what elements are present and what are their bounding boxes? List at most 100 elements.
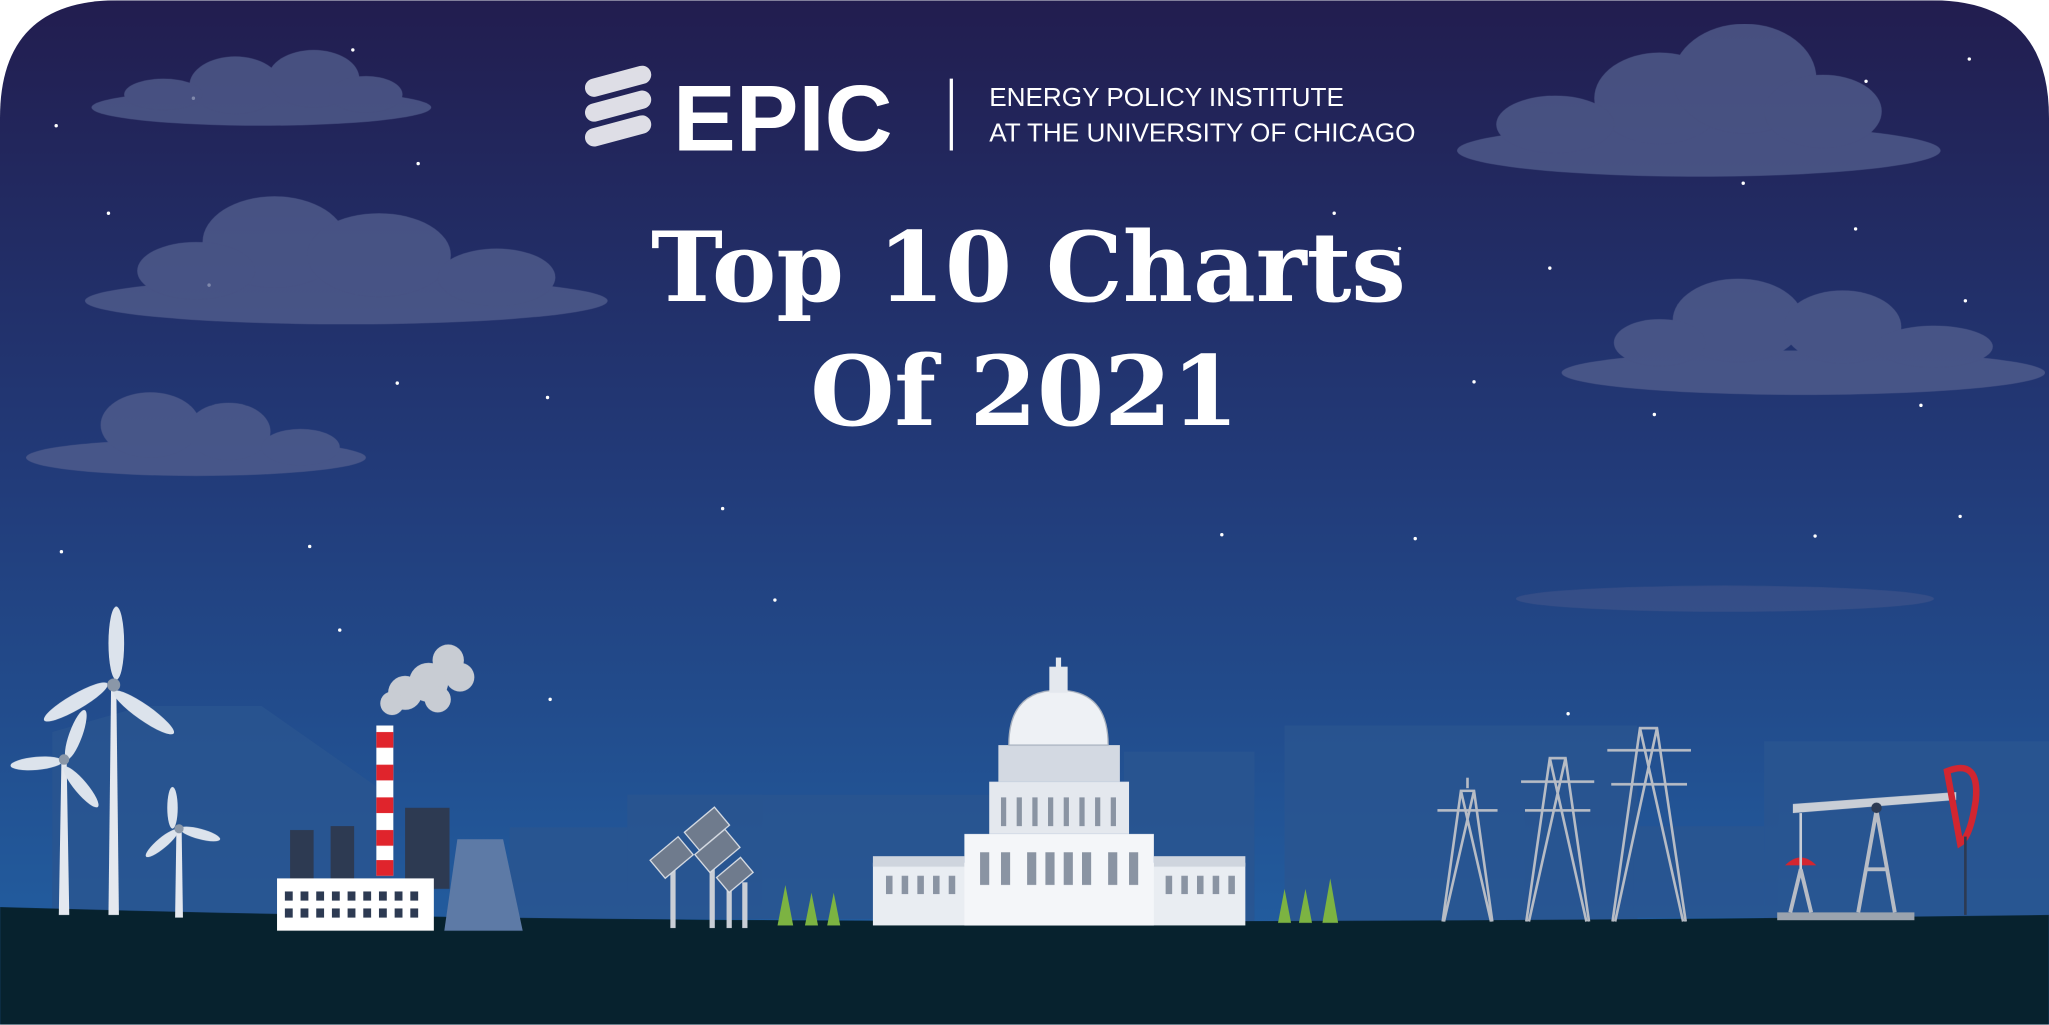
stars-part xyxy=(1413,536,1417,541)
logo-line: ENERGY POLICY INSTITUTE xyxy=(989,82,1344,112)
stars-part xyxy=(773,598,777,602)
wind-turbines-part xyxy=(167,786,178,829)
trees xyxy=(777,878,1339,926)
trees-part xyxy=(1322,878,1339,923)
power-plant-part xyxy=(376,797,394,814)
power-plant-part-part xyxy=(394,891,403,901)
clouds-part xyxy=(1496,95,1614,154)
solar-panels-part xyxy=(726,875,732,929)
trees-part xyxy=(827,892,841,926)
pump-jack-part xyxy=(1792,792,1957,814)
power-plant-part xyxy=(376,732,394,748)
capitol-part xyxy=(885,875,1235,895)
capitol-part-part xyxy=(1000,852,1011,885)
power-plant-part-part xyxy=(394,908,403,918)
capitol-part-part xyxy=(1032,797,1038,827)
capitol-part-part xyxy=(1108,852,1118,885)
solar-panels xyxy=(649,806,755,929)
power-plant-part-part xyxy=(424,686,451,713)
stars-part xyxy=(395,381,399,385)
power-plant xyxy=(277,644,523,931)
stars-part xyxy=(545,395,550,400)
logo-icon xyxy=(584,65,652,147)
capitol-part-part xyxy=(1095,797,1101,827)
power-plant-part-part xyxy=(363,891,372,901)
solar-panels-part xyxy=(709,843,715,929)
power-plant-part-part xyxy=(410,908,419,918)
stars-part xyxy=(1332,211,1336,215)
capitol-part-part xyxy=(917,875,924,895)
power-plant-part-part xyxy=(300,908,309,918)
pylons-part xyxy=(1437,777,1498,922)
power-plant-part-part xyxy=(445,662,475,692)
stars-part xyxy=(1220,533,1224,537)
capitol-part-part xyxy=(1000,797,1007,827)
stars-part xyxy=(1652,412,1657,417)
capitol-part xyxy=(989,781,1130,834)
clouds-part xyxy=(329,76,403,113)
pump-jack xyxy=(1777,764,1980,921)
power-plant-part xyxy=(277,878,434,931)
logo-icon-part xyxy=(584,115,652,147)
wind-turbines-part xyxy=(108,606,125,680)
trees-part xyxy=(1298,888,1312,923)
capitol-part-part xyxy=(1181,875,1188,895)
solar-panels-part xyxy=(742,882,748,929)
stars-part xyxy=(1548,266,1552,270)
ground xyxy=(0,907,2049,1025)
logo-line: AT THE UNIVERSITY OF CHICAGO xyxy=(989,117,1415,147)
clouds-part xyxy=(137,242,255,300)
power-plant-part-part xyxy=(284,908,293,918)
capitol-part-part xyxy=(1048,797,1054,827)
capitol-part-part xyxy=(1129,852,1139,885)
capitol-part xyxy=(964,833,1154,926)
stars-part xyxy=(548,697,552,702)
stars-part xyxy=(1397,246,1402,251)
title: Of 2021 xyxy=(810,334,1239,448)
power-plant-part-part xyxy=(380,691,404,716)
stars-part xyxy=(1741,181,1745,185)
wind-turbines-part xyxy=(58,760,70,915)
power-plant-part-part xyxy=(410,891,419,901)
stars-part xyxy=(338,628,342,632)
clouds-part xyxy=(1515,585,1935,612)
stars-part xyxy=(351,48,355,52)
wind-turbines-part xyxy=(10,756,63,771)
capitol-part-part xyxy=(885,875,893,895)
wind-turbines xyxy=(10,606,221,918)
clouds-part xyxy=(1613,319,1706,367)
skyline-part xyxy=(1633,826,1765,918)
clouds-part xyxy=(189,56,281,114)
power-plant-part-part xyxy=(347,891,356,901)
capitol-part-part xyxy=(1079,797,1085,827)
capitol-part xyxy=(1055,657,1062,669)
stars-part xyxy=(1472,380,1476,384)
clouds-part xyxy=(124,78,203,111)
capitol-part-part xyxy=(948,875,956,895)
power-plant-part xyxy=(290,830,314,889)
skyline-part xyxy=(509,827,641,919)
capitol-part-part xyxy=(933,875,940,895)
power-plant-part xyxy=(380,644,475,716)
capitol-part xyxy=(1049,666,1068,693)
stars-part xyxy=(1566,712,1570,716)
capitol-part-part xyxy=(1228,875,1235,895)
clouds-part xyxy=(1764,74,1882,148)
solar-panels-part xyxy=(693,828,741,874)
pump-jack-part xyxy=(1777,912,1915,921)
solar-panels-part xyxy=(715,856,755,894)
power-plant-part-part xyxy=(284,891,293,901)
wind-turbines-part xyxy=(175,828,183,918)
power-plant-part-part xyxy=(331,891,340,901)
title: Top 10 Charts xyxy=(651,210,1406,324)
clouds-part xyxy=(1783,290,1902,364)
capitol-part-part xyxy=(1081,852,1092,885)
wind-turbines-part xyxy=(179,826,221,842)
clouds xyxy=(26,23,2046,612)
wind-turbines-part xyxy=(63,766,99,808)
wind-turbines-part xyxy=(43,682,108,722)
wind-turbines-part xyxy=(108,686,119,915)
logo-name: EPIC xyxy=(673,66,893,171)
pylons-part xyxy=(1607,726,1691,922)
